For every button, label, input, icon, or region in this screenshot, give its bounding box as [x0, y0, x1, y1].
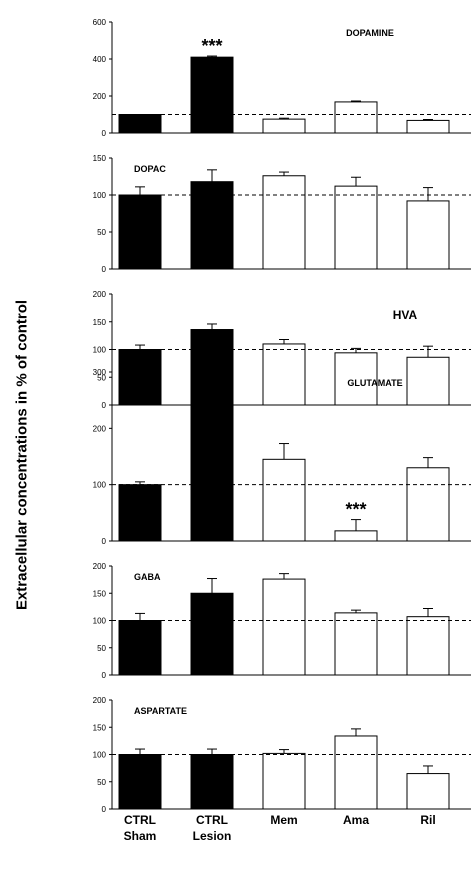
y-tick-label: 150 — [93, 723, 107, 732]
y-tick-label: 200 — [93, 424, 107, 433]
y-tick-label: 50 — [97, 373, 106, 382]
y-tick-label: 200 — [93, 290, 107, 299]
panel-hva: 0 50 100 150 200 HVA — [93, 290, 471, 410]
bar-gaba-2 — [262, 578, 306, 676]
panel-title-hva: HVA — [393, 308, 418, 322]
x-category-mem: Mem — [270, 813, 298, 827]
significance-marker: *** — [201, 36, 222, 56]
y-tick-label: 100 — [93, 191, 107, 200]
bar-aspartate-1 — [190, 754, 234, 810]
significance-marker: *** — [201, 373, 222, 393]
y-tick-label: 400 — [93, 55, 107, 64]
y-tick-label: 600 — [93, 18, 107, 27]
bar-glutamate-3 — [334, 530, 378, 542]
bar-gaba-4 — [406, 616, 450, 676]
bar-dopamine-2 — [262, 118, 306, 134]
y-tick-label: 50 — [97, 778, 106, 787]
bar-hva-3 — [334, 352, 378, 406]
y-tick-label: 50 — [97, 644, 106, 653]
y-tick-label: 150 — [93, 589, 107, 598]
x-category-ama: Ama — [342, 813, 369, 827]
y-tick-label: 200 — [93, 562, 107, 571]
bar-dopac-3 — [334, 185, 378, 270]
y-tick-label: 0 — [102, 265, 107, 274]
bar-aspartate-3 — [334, 735, 378, 810]
y-tick-label: 0 — [102, 537, 107, 546]
panel-glutamate: 0 100 200 300 *** *** GLUTAMATE — [93, 368, 471, 546]
bar-aspartate-2 — [262, 752, 306, 810]
y-tick-label: 300 — [93, 368, 107, 377]
y-tick-label: 200 — [93, 696, 107, 705]
panel-title-dopamine: DOPAMINE — [346, 28, 394, 38]
bar-dopac-0 — [118, 194, 162, 270]
bar-gaba-1 — [190, 592, 234, 676]
bar-dopac-4 — [406, 200, 450, 270]
x-category-ctrl-sham: CTRL Sham — [123, 813, 157, 843]
y-tick-label: 0 — [102, 671, 107, 680]
x-category-ctrl-lesion: CTRL Lesion — [192, 813, 232, 843]
bar-dopamine-3 — [334, 101, 378, 134]
bar-gaba-3 — [334, 612, 378, 676]
panel-dopamine: 0 200 400 600 *** DOPAMINE — [93, 18, 471, 138]
y-tick-label: 0 — [102, 805, 107, 814]
y-tick-label: 200 — [93, 92, 107, 101]
bar-aspartate-0 — [118, 754, 162, 810]
significance-marker: *** — [345, 500, 366, 520]
bar-hva-4 — [406, 356, 450, 406]
panel-gaba: 0 50 100 150 200 GABA — [93, 562, 471, 680]
panel-title-glutamate: GLUTAMATE — [347, 378, 402, 388]
panel-title-aspartate: ASPARTATE — [134, 706, 187, 716]
x-category-ril: Ril — [420, 813, 436, 827]
bar-glutamate-1 — [190, 403, 234, 542]
panel-title-gaba: GABA — [134, 572, 161, 582]
y-tick-label: 100 — [93, 617, 107, 626]
bar-dopac-2 — [262, 175, 306, 270]
bar-glutamate-4 — [406, 467, 450, 542]
y-tick-label: 100 — [93, 346, 107, 355]
bar-hva-0 — [118, 349, 162, 406]
panel-dopac: 0 50 100 150 DOPAC — [93, 154, 471, 274]
panel-aspartate: 0 50 100 150 200 ASPARTATE — [93, 696, 471, 814]
bar-glutamate-2 — [262, 458, 306, 542]
panel-title-dopac: DOPAC — [134, 164, 166, 174]
y-tick-label: 100 — [93, 751, 107, 760]
bar-dopamine-1 — [190, 56, 234, 134]
bar-dopamine-4 — [406, 119, 450, 134]
bar-glutamate-0 — [118, 484, 162, 542]
y-tick-label: 150 — [93, 154, 107, 163]
y-tick-label: 100 — [93, 481, 107, 490]
y-tick-label: 50 — [97, 228, 106, 237]
y-tick-label: 0 — [102, 129, 107, 138]
y-tick-label: 0 — [102, 401, 107, 410]
y-tick-label: 150 — [93, 318, 107, 327]
bar-dopamine-0 — [118, 114, 162, 134]
bar-hva-2 — [262, 343, 306, 406]
bar-gaba-0 — [118, 620, 162, 676]
bar-aspartate-4 — [406, 773, 450, 810]
